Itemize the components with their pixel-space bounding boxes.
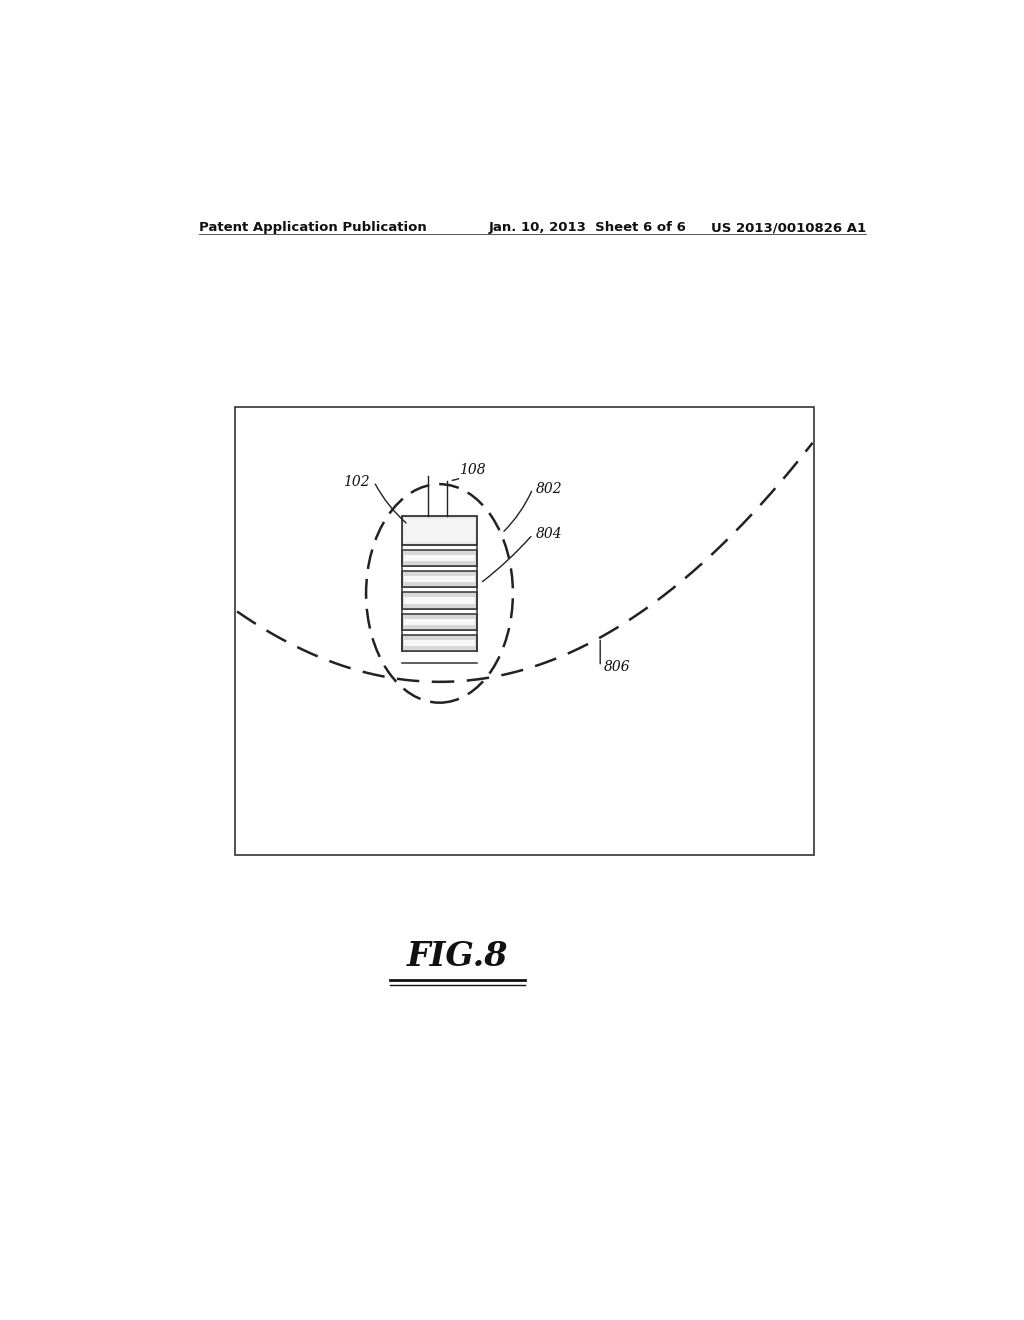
Text: 806: 806 — [603, 660, 630, 673]
Text: US 2013/0010826 A1: US 2013/0010826 A1 — [711, 222, 866, 235]
Bar — [401, 549, 477, 566]
Bar — [404, 519, 475, 541]
Text: Patent Application Publication: Patent Application Publication — [200, 222, 427, 235]
Bar — [401, 593, 477, 609]
Bar — [404, 598, 475, 603]
Bar — [236, 408, 814, 854]
Text: 102: 102 — [343, 475, 370, 488]
Text: Jan. 10, 2013  Sheet 6 of 6: Jan. 10, 2013 Sheet 6 of 6 — [489, 222, 687, 235]
Bar — [404, 619, 475, 624]
Bar — [401, 516, 477, 545]
Text: 802: 802 — [536, 482, 562, 496]
Text: FIG.8: FIG.8 — [407, 940, 508, 973]
Bar — [401, 635, 477, 651]
Text: 804: 804 — [536, 528, 562, 541]
Bar — [401, 614, 477, 630]
Bar — [404, 640, 475, 647]
Bar — [404, 576, 475, 582]
Text: 108: 108 — [459, 462, 485, 477]
Bar — [401, 572, 477, 587]
Bar — [404, 554, 475, 561]
